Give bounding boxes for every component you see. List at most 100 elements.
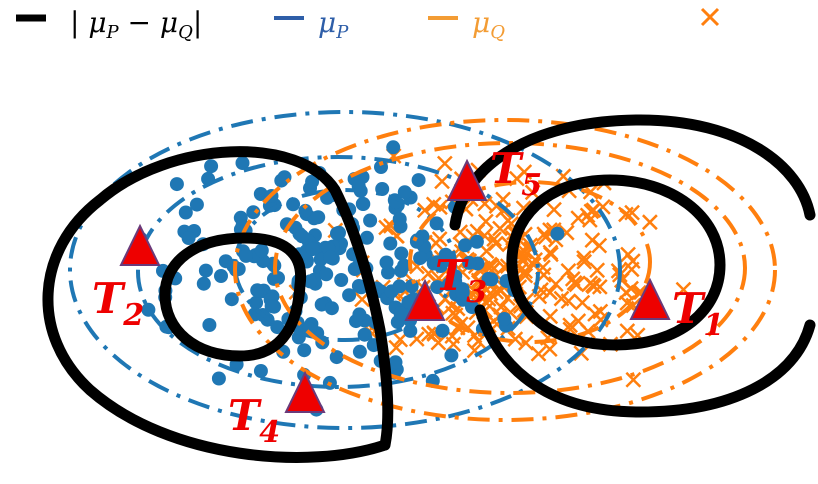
p-point xyxy=(178,205,193,220)
diff-contour-left-inner xyxy=(159,232,307,362)
q-point xyxy=(425,196,442,213)
marker-t3-triangle xyxy=(404,278,446,321)
p-point xyxy=(455,285,470,300)
p-point xyxy=(379,255,394,270)
p-point xyxy=(444,348,459,363)
p-point xyxy=(352,344,367,359)
q-point xyxy=(546,201,562,218)
p-point xyxy=(392,279,407,294)
marker-t2-triangle xyxy=(119,223,161,266)
p-point xyxy=(347,262,362,276)
p-point xyxy=(181,231,196,245)
diff-contour-right-inner xyxy=(506,174,726,351)
q-point xyxy=(625,371,642,388)
p-point xyxy=(394,246,409,261)
legend-p-label: μP xyxy=(318,6,349,43)
q-point xyxy=(620,246,636,263)
diff-contour-left-outer xyxy=(42,146,394,463)
p-point xyxy=(388,355,403,370)
p-point xyxy=(253,187,268,201)
diff-contour-right-outer xyxy=(449,114,816,418)
q-point xyxy=(524,184,541,201)
marker-t1-label: T1 xyxy=(672,284,724,343)
p-point xyxy=(320,190,335,205)
q-point xyxy=(469,223,486,240)
p-contours xyxy=(68,110,622,430)
marker-t5-label: T5 xyxy=(490,144,542,203)
q-point xyxy=(517,267,534,284)
q-point xyxy=(516,164,533,180)
p-point xyxy=(458,238,473,253)
q-point xyxy=(560,262,577,279)
legend: | μP − μQ| μP μQ xyxy=(16,6,720,43)
q-contour-inner xyxy=(408,180,652,344)
q-point xyxy=(480,291,497,307)
q-point xyxy=(591,279,608,295)
marker-t5-triangle xyxy=(446,158,488,201)
markers: T1 T2 T3 T4 T5 xyxy=(92,144,724,450)
p-point xyxy=(196,276,211,291)
q-point xyxy=(460,319,476,336)
p-point xyxy=(239,248,253,263)
p-point xyxy=(189,197,204,212)
p-point xyxy=(342,288,357,303)
p-contour-middle xyxy=(136,155,540,389)
q-point xyxy=(547,276,564,293)
p-point xyxy=(403,323,418,338)
p-point xyxy=(264,299,279,313)
q-point xyxy=(527,252,544,268)
p-point xyxy=(393,306,408,321)
legend-diff-label: | μP − μQ| xyxy=(70,6,202,43)
p-point xyxy=(356,197,371,211)
p-point xyxy=(397,185,412,200)
q-contour-middle xyxy=(273,141,747,395)
p-point xyxy=(413,251,428,266)
q-point xyxy=(378,219,394,236)
q-point xyxy=(486,231,503,247)
q-contours xyxy=(233,118,777,422)
marker-t4-triangle xyxy=(284,370,326,413)
q-point xyxy=(488,198,505,215)
q-point xyxy=(543,246,559,263)
p-point xyxy=(214,269,228,283)
q-point xyxy=(420,326,437,343)
q-point xyxy=(568,276,585,293)
p-point xyxy=(295,229,310,244)
p-point xyxy=(430,280,445,295)
q-point xyxy=(553,290,570,307)
p-point xyxy=(249,295,264,310)
q-point xyxy=(517,335,534,351)
p-point xyxy=(274,173,289,188)
p-point xyxy=(374,160,388,174)
p-point xyxy=(469,234,484,249)
marker-t2-label: T2 xyxy=(92,274,144,333)
p-point xyxy=(330,226,344,241)
q-point xyxy=(542,284,558,301)
p-point xyxy=(169,177,184,192)
diff-contours xyxy=(42,114,816,463)
marker-t4-label: T4 xyxy=(228,391,280,450)
p-point xyxy=(202,318,217,332)
p-contour-inner xyxy=(233,188,457,342)
p-point xyxy=(435,323,450,338)
q-point xyxy=(584,232,601,249)
p-point xyxy=(224,292,239,307)
q-point xyxy=(507,331,524,347)
p-contour-outer xyxy=(68,110,622,430)
p-point xyxy=(250,283,265,298)
p-point xyxy=(383,236,398,251)
p-point xyxy=(235,156,250,170)
p-point xyxy=(334,273,349,287)
q-point xyxy=(586,278,602,295)
p-point xyxy=(481,271,496,286)
p-point xyxy=(386,140,401,155)
p-point xyxy=(410,233,424,248)
marker-t3-label: T3 xyxy=(435,251,487,310)
p-point xyxy=(352,307,367,322)
p-point xyxy=(363,213,378,228)
legend-q-label: μQ xyxy=(472,6,505,43)
p-point xyxy=(297,343,312,358)
q-point xyxy=(589,262,606,279)
p-point xyxy=(254,243,269,258)
q-point xyxy=(537,229,554,245)
